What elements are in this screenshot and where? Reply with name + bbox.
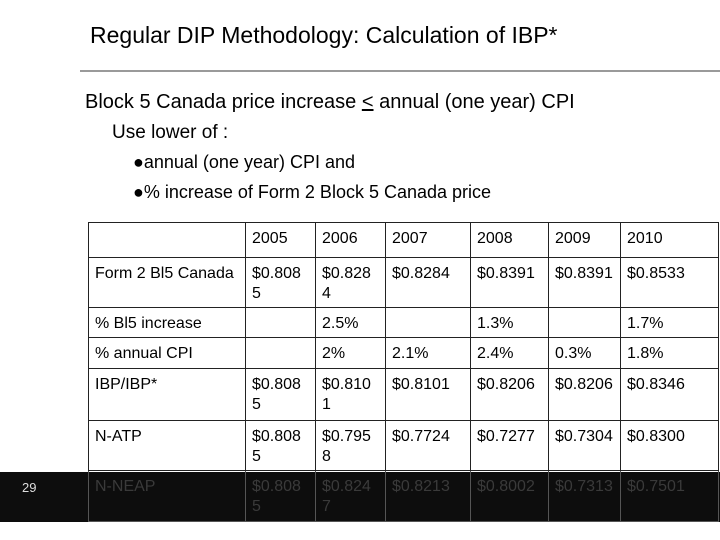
table-cell: $0.8085 [245,470,316,522]
table-cell: $0.8346 [620,368,719,421]
table-cell: 2010 [620,222,719,258]
table-cell: $0.7501 [620,470,719,522]
table-cell: 2005 [245,222,316,258]
table-cell: $0.8300 [620,420,719,471]
table-cell: IBP/IBP* [88,368,246,421]
heading-symbol: < [361,91,374,113]
table-cell: $0.8284 [315,257,386,308]
title-rule [80,70,720,72]
table-cell: 2% [315,337,386,369]
table-cell: $0.8085 [245,257,316,308]
table-cell: 2009 [548,222,621,258]
table-cell: $0.7724 [385,420,471,471]
table-row: N-ATP $0.8085 $0.7958 $0.7724 $0.7277 $0.7304… [88,420,719,471]
table-cell: $0.8391 [470,257,549,308]
table-cell: N-NEAP [88,470,246,522]
table-row: % Bl5 increase 2.5% 1.3% 1.7% [88,307,719,338]
table-cell: $0.7304 [548,420,621,471]
table-cell: $0.8284 [385,257,471,308]
table-row: Form 2 Bl5 Canada $0.8085 $0.8284 $0.8284 $0… [88,257,719,308]
table-cell [245,307,316,338]
table-cell: $0.8101 [315,368,386,421]
heading: Block 5 Canada price increase < annual (… [85,91,575,114]
table-cell: $0.8002 [470,470,549,522]
table-cell: $0.8085 [245,420,316,471]
subheading: Use lower of : [112,122,229,143]
table-cell: 2.1% [385,337,471,369]
table-cell: 2.4% [470,337,549,369]
table-cell: $0.8101 [385,368,471,421]
table-cell: $0.8206 [548,368,621,421]
table-cell: 1.3% [470,307,549,338]
table-cell: 1.7% [620,307,719,338]
table-cell: % annual CPI [88,337,246,369]
table-cell: $0.8206 [470,368,549,421]
page-number: 29 [22,480,37,495]
table-row: % annual CPI 2% 2.1% 2.4% 0.3% 1.8% [88,337,719,369]
table-cell: N-ATP [88,420,246,471]
table-cell [245,337,316,369]
table-cell: $0.7313 [548,470,621,522]
table-row: 2005 2006 2007 2008 2009 2010 [88,222,719,258]
data-table: 2005 2006 2007 2008 2009 2010 Form 2 Bl5 Canad… [88,222,719,522]
table-cell: $0.7277 [470,420,549,471]
table-cell: 2007 [385,222,471,258]
table-row: IBP/IBP* $0.8085 $0.8101 $0.8101 $0.8206 $0.8… [88,368,719,421]
table-cell: % Bl5 increase [88,307,246,338]
table-cell: $0.7958 [315,420,386,471]
table-cell: Form 2 Bl5 Canada [88,257,246,308]
slide-title: Regular DIP Methodology: Calculation of … [90,22,558,48]
table-cell: $0.8213 [385,470,471,522]
table-cell: 2008 [470,222,549,258]
table-cell: $0.8247 [315,470,386,522]
table-cell [88,222,246,258]
table-cell: $0.8391 [548,257,621,308]
heading-text: annual (one year) CPI [373,91,575,113]
table-cell: $0.8533 [620,257,719,308]
table-cell: 0.3% [548,337,621,369]
bullet: ●% increase of Form 2 Block 5 Canada pri… [133,182,492,202]
table-cell: 1.8% [620,337,719,369]
heading-text: Block 5 Canada price increase [85,91,362,113]
table-cell [548,307,621,338]
table-cell: 2006 [315,222,386,258]
table-cell: $0.8085 [245,368,316,421]
bullet: ●annual (one year) CPI and [133,152,356,172]
table-cell: 2.5% [315,307,386,338]
table-cell [385,307,471,338]
table-row: N-NEAP $0.8085 $0.8247 $0.8213 $0.8002 $0.731… [88,470,719,522]
